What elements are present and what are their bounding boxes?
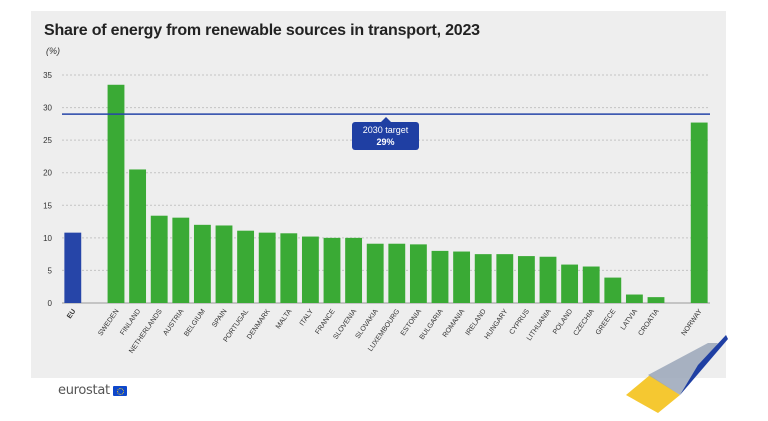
x-tick-label: NORWAY bbox=[681, 308, 704, 337]
x-tick-label: SWEDEN bbox=[97, 308, 120, 337]
x-tick-label: LATVIA bbox=[620, 308, 639, 332]
chart-panel bbox=[31, 11, 726, 378]
bar bbox=[215, 225, 233, 303]
bar bbox=[64, 232, 82, 303]
y-tick-label: 35 bbox=[43, 71, 52, 80]
y-tick-label: 5 bbox=[48, 266, 53, 275]
x-tick-label: ESTONIA bbox=[400, 308, 423, 337]
x-tick-label: CYPRUS bbox=[509, 308, 532, 336]
x-tick-label: HUNGARY bbox=[484, 308, 510, 341]
bar bbox=[345, 237, 363, 303]
bar bbox=[561, 264, 579, 303]
bar bbox=[539, 256, 557, 303]
bar bbox=[258, 232, 276, 303]
y-tick-label: 0 bbox=[48, 299, 53, 308]
target-annotation: 2030 target 29% bbox=[352, 117, 419, 150]
x-tick-label: CZECHIA bbox=[572, 308, 596, 337]
eurostat-logo[interactable]: eurostat bbox=[58, 383, 127, 398]
chart-title: Share of energy from renewable sources i… bbox=[44, 22, 480, 39]
decorative-chevron-icon bbox=[626, 335, 728, 413]
bar bbox=[625, 294, 643, 303]
bar bbox=[107, 84, 125, 304]
bar bbox=[474, 254, 492, 303]
x-tick-label: GREECE bbox=[595, 308, 618, 337]
y-tick-label: 20 bbox=[43, 169, 52, 178]
eu-flag-icon bbox=[112, 385, 127, 396]
bar bbox=[129, 169, 147, 303]
target-annotation-value: 29% bbox=[376, 137, 395, 147]
x-tick-label: BELGIUM bbox=[183, 308, 207, 338]
bar bbox=[172, 217, 190, 303]
bar bbox=[323, 237, 341, 303]
x-tick-label: FINLAND bbox=[119, 308, 142, 337]
bar bbox=[193, 224, 211, 303]
x-tick-label: EU bbox=[66, 308, 77, 320]
bar bbox=[409, 244, 427, 303]
x-tick-label: AUSTRIA bbox=[162, 308, 185, 337]
x-tick-label: DENMARK bbox=[246, 308, 272, 341]
bar bbox=[582, 266, 600, 303]
x-tick-label: MALTA bbox=[275, 308, 294, 331]
bar bbox=[366, 243, 384, 303]
bar bbox=[517, 256, 535, 303]
bar bbox=[604, 277, 622, 303]
x-tick-label: FRANCE bbox=[314, 308, 336, 336]
bar bbox=[301, 236, 319, 303]
y-tick-label: 25 bbox=[43, 136, 52, 145]
bar bbox=[453, 251, 471, 303]
bar bbox=[690, 122, 708, 303]
x-tick-label: IRELAND bbox=[465, 308, 488, 337]
bar bbox=[280, 233, 298, 303]
bar bbox=[150, 215, 168, 303]
target-annotation-title: 2030 target bbox=[362, 125, 409, 135]
x-tick-label: CROATIA bbox=[637, 308, 660, 337]
x-tick-label: ITALY bbox=[299, 308, 315, 327]
bar bbox=[431, 250, 449, 303]
logo-text: eurostat bbox=[58, 383, 110, 398]
bar bbox=[237, 230, 255, 303]
x-tick-label: SPAIN bbox=[211, 308, 228, 329]
y-tick-label: 15 bbox=[43, 201, 52, 210]
x-tick-label: ROMANIA bbox=[442, 308, 467, 339]
x-tick-label: POLAND bbox=[552, 308, 574, 336]
bar bbox=[496, 254, 514, 303]
y-tick-label: 30 bbox=[43, 104, 52, 113]
bar bbox=[647, 297, 665, 303]
bar bbox=[388, 243, 406, 303]
unit-label: (%) bbox=[46, 46, 60, 56]
y-tick-label: 10 bbox=[43, 234, 52, 243]
